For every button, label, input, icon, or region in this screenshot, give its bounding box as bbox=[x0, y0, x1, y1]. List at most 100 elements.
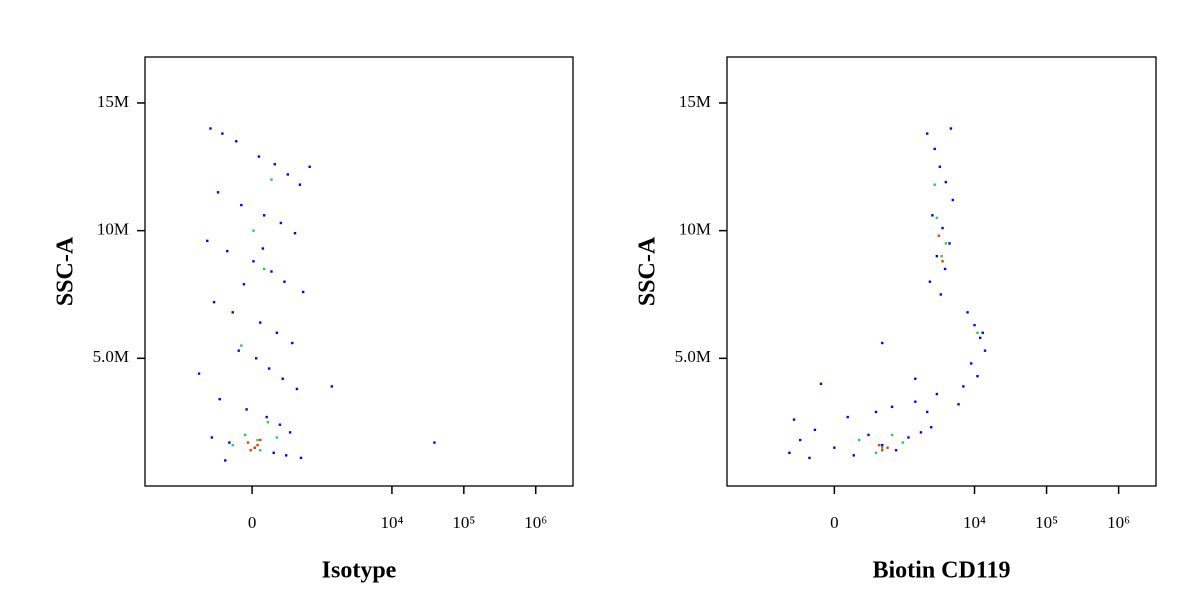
event-dot bbox=[948, 242, 951, 245]
x-tick-label: 10⁵ bbox=[1035, 513, 1058, 532]
event-dot bbox=[245, 408, 248, 411]
event-dot bbox=[881, 449, 884, 452]
event-dot bbox=[939, 293, 942, 296]
event-dot bbox=[237, 349, 240, 352]
event-dot bbox=[819, 382, 823, 386]
event-dot bbox=[874, 410, 878, 414]
event-dot bbox=[240, 344, 243, 347]
event-dot bbox=[881, 443, 884, 447]
event-dot bbox=[288, 431, 292, 434]
event-dot bbox=[249, 449, 252, 452]
event-dot bbox=[284, 454, 288, 457]
y-tick-label: 15M bbox=[679, 92, 711, 111]
event-dot bbox=[218, 397, 221, 401]
event-dot bbox=[272, 451, 275, 455]
event-dot bbox=[286, 173, 289, 176]
event-dot bbox=[252, 260, 255, 263]
event-dot bbox=[874, 451, 878, 455]
event-dot bbox=[976, 374, 979, 378]
event-dot bbox=[216, 191, 220, 194]
event-dot bbox=[973, 323, 976, 327]
x-axis-label: Isotype bbox=[322, 558, 397, 584]
event-dot bbox=[298, 183, 302, 186]
event-dot bbox=[928, 280, 932, 283]
x-tick-label: 0 bbox=[830, 513, 839, 532]
y-axis-label: SSC-A bbox=[53, 236, 79, 306]
event-dot bbox=[907, 436, 910, 439]
event-dot bbox=[273, 163, 276, 166]
event-dot bbox=[278, 423, 282, 426]
event-dot bbox=[966, 311, 969, 314]
event-dot bbox=[938, 165, 942, 169]
event-dot bbox=[846, 415, 849, 419]
event-dot bbox=[798, 438, 802, 442]
event-dot bbox=[252, 229, 255, 232]
x-tick-label: 10⁴ bbox=[963, 513, 986, 532]
y-tick-label: 10M bbox=[679, 220, 711, 239]
event-dot bbox=[935, 216, 939, 220]
event-dot bbox=[240, 203, 243, 207]
x-tick-label: 10⁶ bbox=[524, 513, 547, 532]
event-dot bbox=[894, 449, 898, 452]
event-dot bbox=[267, 367, 271, 370]
event-dot bbox=[890, 433, 894, 437]
event-dot bbox=[266, 420, 270, 424]
event-dot bbox=[976, 331, 979, 334]
event-dot bbox=[246, 441, 250, 444]
event-dot bbox=[881, 446, 884, 449]
x-tick-label: 0 bbox=[248, 513, 257, 532]
event-dot bbox=[929, 426, 933, 429]
event-dot bbox=[926, 410, 929, 414]
event-dot bbox=[330, 385, 334, 388]
event-dot bbox=[933, 147, 936, 151]
y-axis-label: SSC-A bbox=[635, 236, 661, 306]
event-dot bbox=[833, 446, 836, 449]
event-dot bbox=[931, 214, 934, 217]
event-dot bbox=[808, 456, 811, 460]
event-dot bbox=[244, 433, 247, 437]
event-dot bbox=[788, 451, 791, 455]
y-tick-label: 5.0M bbox=[93, 347, 129, 366]
x-tick-label: 10⁶ bbox=[1107, 513, 1130, 532]
event-dot bbox=[265, 415, 268, 419]
event-dot bbox=[224, 459, 227, 462]
x-tick-label: 10⁵ bbox=[452, 513, 475, 532]
plot-frame bbox=[726, 56, 1157, 487]
event-dot bbox=[291, 341, 294, 345]
event-dot bbox=[259, 321, 262, 324]
event-dot bbox=[933, 183, 936, 186]
event-dot bbox=[242, 283, 246, 286]
event-dot bbox=[935, 392, 939, 396]
event-dot bbox=[256, 438, 259, 442]
event-dot bbox=[935, 254, 939, 258]
event-dot bbox=[235, 140, 238, 143]
y-tick-label: 5.0M bbox=[675, 347, 711, 366]
event-dot bbox=[886, 446, 889, 449]
event-dot bbox=[275, 436, 279, 439]
event-dot bbox=[957, 403, 960, 406]
event-dot bbox=[270, 178, 273, 181]
event-dot bbox=[275, 331, 279, 334]
event-dot bbox=[270, 270, 273, 273]
event-dot bbox=[281, 377, 284, 380]
x-tick-label: 10⁴ bbox=[380, 513, 403, 532]
event-dot bbox=[209, 127, 212, 130]
event-dot bbox=[253, 446, 257, 449]
event-dot bbox=[295, 387, 299, 391]
event-dot bbox=[256, 443, 259, 447]
event-dot bbox=[867, 433, 870, 437]
event-dot bbox=[293, 231, 297, 235]
event-dot bbox=[951, 198, 955, 202]
event-dot bbox=[279, 221, 283, 225]
event-dot bbox=[914, 400, 917, 403]
event-dot bbox=[255, 357, 258, 360]
event-dot bbox=[197, 372, 201, 375]
event-dot bbox=[308, 165, 311, 169]
event-dot bbox=[259, 449, 262, 452]
event-dot bbox=[878, 443, 881, 447]
event-dot bbox=[226, 249, 229, 253]
event-dot bbox=[979, 336, 982, 340]
event-dot bbox=[937, 234, 941, 237]
event-dot bbox=[212, 300, 216, 304]
